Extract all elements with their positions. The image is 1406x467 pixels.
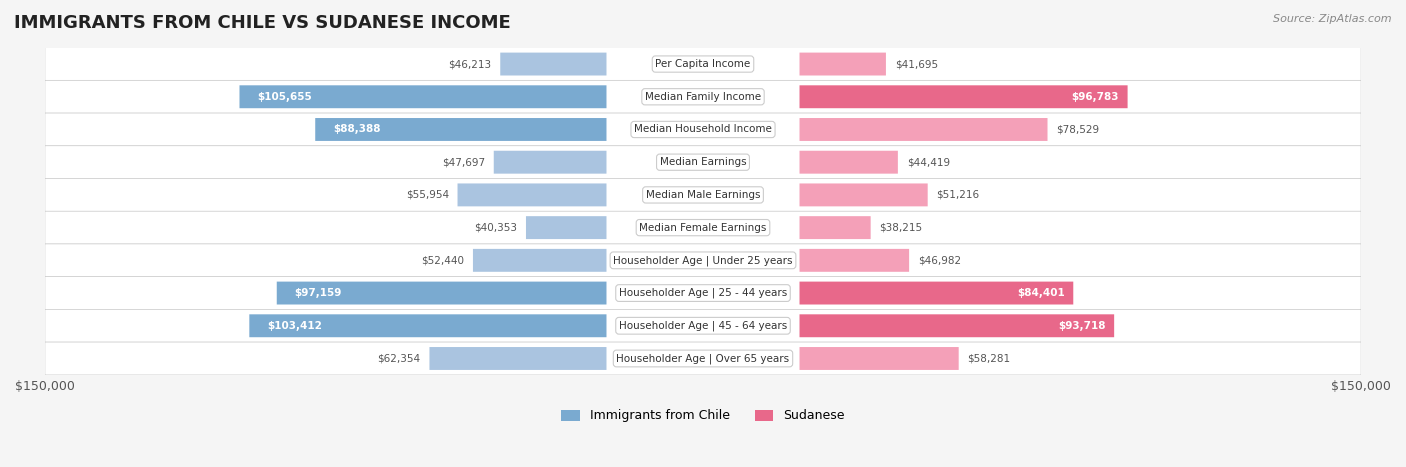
FancyBboxPatch shape: [800, 347, 959, 370]
Text: Median Male Earnings: Median Male Earnings: [645, 190, 761, 200]
FancyBboxPatch shape: [239, 85, 606, 108]
FancyBboxPatch shape: [800, 216, 870, 239]
FancyBboxPatch shape: [45, 211, 1361, 244]
FancyBboxPatch shape: [800, 282, 1073, 304]
Text: $58,281: $58,281: [967, 354, 1011, 363]
Text: $52,440: $52,440: [422, 255, 464, 265]
Text: Householder Age | Under 25 years: Householder Age | Under 25 years: [613, 255, 793, 266]
Text: $46,213: $46,213: [449, 59, 492, 69]
Text: $88,388: $88,388: [333, 125, 380, 134]
Text: Median Earnings: Median Earnings: [659, 157, 747, 167]
Text: $51,216: $51,216: [936, 190, 980, 200]
FancyBboxPatch shape: [277, 282, 606, 304]
FancyBboxPatch shape: [45, 113, 1361, 146]
Text: Per Capita Income: Per Capita Income: [655, 59, 751, 69]
FancyBboxPatch shape: [45, 80, 1361, 113]
FancyBboxPatch shape: [501, 53, 606, 76]
Text: $62,354: $62,354: [378, 354, 420, 363]
Text: $47,697: $47,697: [441, 157, 485, 167]
FancyBboxPatch shape: [494, 151, 606, 174]
Text: Median Female Earnings: Median Female Earnings: [640, 223, 766, 233]
FancyBboxPatch shape: [315, 118, 606, 141]
FancyBboxPatch shape: [45, 146, 1361, 178]
Text: Householder Age | 25 - 44 years: Householder Age | 25 - 44 years: [619, 288, 787, 298]
Text: $97,159: $97,159: [294, 288, 342, 298]
FancyBboxPatch shape: [429, 347, 606, 370]
FancyBboxPatch shape: [800, 151, 898, 174]
Text: $55,954: $55,954: [405, 190, 449, 200]
Text: $103,412: $103,412: [267, 321, 322, 331]
Text: IMMIGRANTS FROM CHILE VS SUDANESE INCOME: IMMIGRANTS FROM CHILE VS SUDANESE INCOME: [14, 14, 510, 32]
Text: $105,655: $105,655: [257, 92, 312, 102]
Text: Householder Age | 45 - 64 years: Householder Age | 45 - 64 years: [619, 320, 787, 331]
FancyBboxPatch shape: [45, 244, 1361, 277]
Text: Median Household Income: Median Household Income: [634, 125, 772, 134]
Text: $38,215: $38,215: [879, 223, 922, 233]
Text: $40,353: $40,353: [474, 223, 517, 233]
Text: $44,419: $44,419: [907, 157, 950, 167]
FancyBboxPatch shape: [800, 85, 1128, 108]
Text: $41,695: $41,695: [894, 59, 938, 69]
FancyBboxPatch shape: [249, 314, 606, 337]
FancyBboxPatch shape: [45, 178, 1361, 212]
FancyBboxPatch shape: [800, 184, 928, 206]
FancyBboxPatch shape: [45, 342, 1361, 375]
FancyBboxPatch shape: [45, 276, 1361, 310]
Text: Householder Age | Over 65 years: Householder Age | Over 65 years: [616, 353, 790, 364]
Text: Source: ZipAtlas.com: Source: ZipAtlas.com: [1274, 14, 1392, 24]
FancyBboxPatch shape: [800, 314, 1114, 337]
FancyBboxPatch shape: [800, 53, 886, 76]
FancyBboxPatch shape: [457, 184, 606, 206]
Text: $78,529: $78,529: [1056, 125, 1099, 134]
Text: $84,401: $84,401: [1017, 288, 1064, 298]
Text: Median Family Income: Median Family Income: [645, 92, 761, 102]
Text: $93,718: $93,718: [1057, 321, 1105, 331]
FancyBboxPatch shape: [472, 249, 606, 272]
FancyBboxPatch shape: [45, 48, 1361, 80]
FancyBboxPatch shape: [800, 249, 910, 272]
FancyBboxPatch shape: [800, 118, 1047, 141]
FancyBboxPatch shape: [526, 216, 606, 239]
Text: $96,783: $96,783: [1071, 92, 1119, 102]
Legend: Immigrants from Chile, Sudanese: Immigrants from Chile, Sudanese: [555, 404, 851, 427]
Text: $46,982: $46,982: [918, 255, 962, 265]
FancyBboxPatch shape: [45, 309, 1361, 342]
